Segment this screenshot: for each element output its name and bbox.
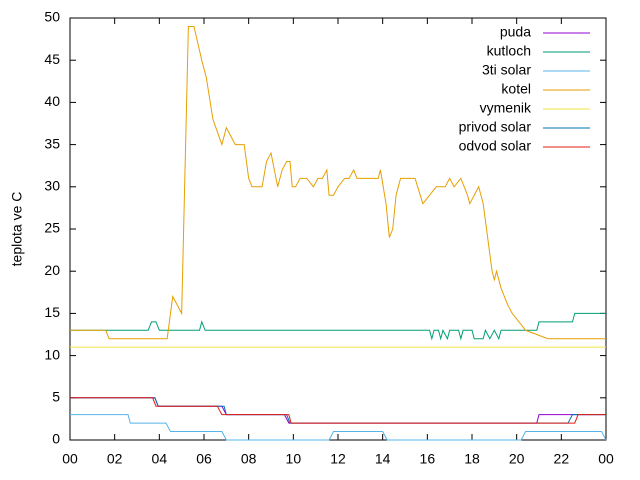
y-tick-label: 40 [44,93,60,109]
x-tick-label: 00 [598,451,614,467]
y-tick-label: 25 [44,220,60,236]
x-tick-label: 08 [241,451,257,467]
y-tick-label: 15 [44,304,60,320]
x-tick-label: 00 [62,451,78,467]
y-tick-label: 50 [44,9,60,25]
series-line [70,25,606,340]
legend-label: kotel [501,81,531,97]
y-tick-label: 10 [44,346,60,362]
legend-label: puda [500,24,531,40]
legend-label: vymenik [480,100,532,116]
y-tick-label: 5 [52,389,60,405]
series-line [70,312,606,341]
x-tick-label: 14 [375,451,391,467]
y-axis-label: teplota ve C [9,192,25,267]
y-tick-label: 30 [44,178,60,194]
y-tick-label: 0 [52,431,60,447]
legend-label: kutloch [487,43,531,59]
x-tick-label: 12 [330,451,346,467]
x-tick-label: 04 [152,451,168,467]
y-tick-label: 35 [44,135,60,151]
legend-label: odvod solar [459,138,532,154]
series-line [70,397,606,424]
series-line [70,414,607,441]
y-tick-label: 20 [44,262,60,278]
x-tick-label: 02 [107,451,123,467]
x-tick-label: 16 [420,451,436,467]
series-line [70,397,606,424]
x-tick-label: 10 [286,451,302,467]
y-tick-label: 45 [44,51,60,67]
x-tick-label: 18 [464,451,480,467]
x-tick-label: 22 [554,451,570,467]
x-tick-label: 20 [509,451,525,467]
x-tick-label: 06 [196,451,212,467]
legend-label: 3ti solar [482,62,531,78]
series-line [70,397,606,424]
legend-label: privod solar [459,119,532,135]
